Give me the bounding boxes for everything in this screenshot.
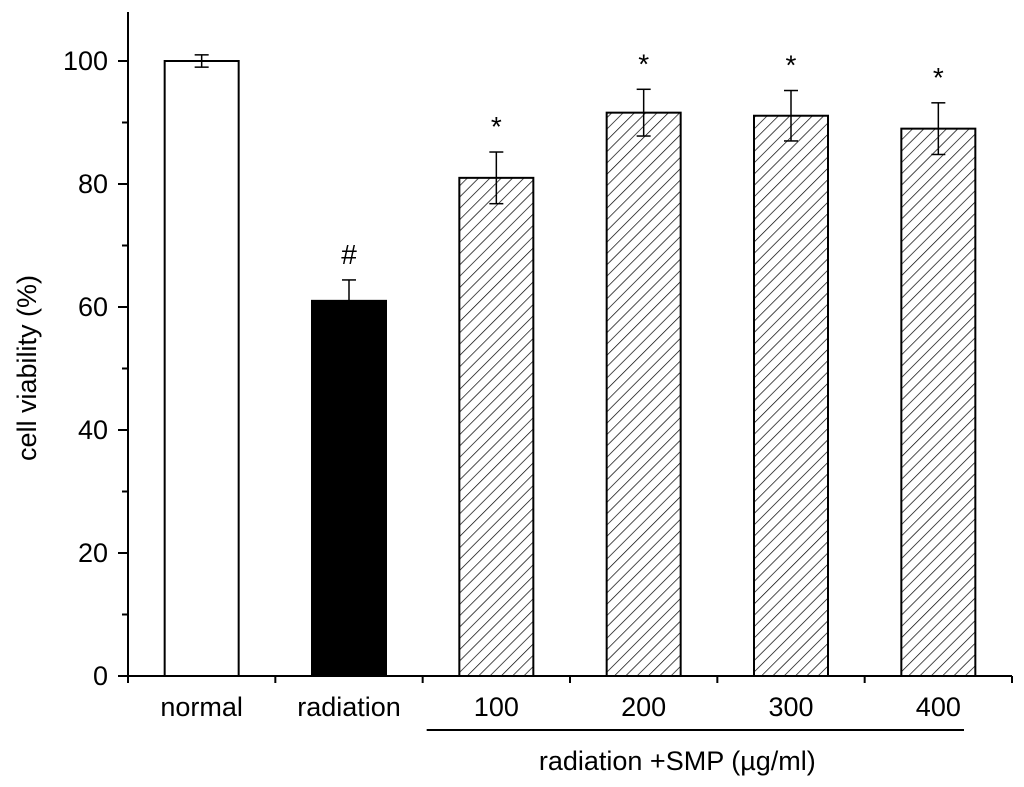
significance-marker-400: * xyxy=(933,62,944,93)
ticks: 0 20 40 60 80 100 normal radiation 100 200 300 400 xyxy=(63,46,1013,722)
y-tick-label: 60 xyxy=(78,292,108,322)
group-label: radiation +SMP (µg/ml) xyxy=(539,746,816,776)
y-tick-label: 80 xyxy=(78,169,108,199)
x-tick-label-radiation: radiation xyxy=(297,692,401,722)
y-tick-label: 40 xyxy=(78,415,108,445)
error-bar-200 xyxy=(636,88,651,137)
significance-marker-200: * xyxy=(638,48,649,79)
bar-400 xyxy=(900,127,977,677)
x-tick-label-400: 400 xyxy=(916,692,961,722)
significance-marker-100: * xyxy=(491,111,502,142)
y-tick-label: 0 xyxy=(93,661,108,691)
error-bar-300 xyxy=(784,89,798,142)
error-bar-radiation xyxy=(342,279,356,323)
bars: # * * * * xyxy=(163,48,977,678)
error-bar-normal xyxy=(194,54,209,68)
bar-300 xyxy=(753,114,829,678)
x-tick-label-normal: normal xyxy=(160,692,243,722)
x-tick-label-300: 300 xyxy=(768,692,813,722)
y-tick-label: 100 xyxy=(63,46,108,76)
error-bar-400 xyxy=(931,102,946,156)
significance-marker-radiation: # xyxy=(341,239,357,270)
y-axis-label: cell viability (%) xyxy=(12,275,42,461)
x-tick-label-200: 200 xyxy=(621,692,666,722)
x-tick-label-100: 100 xyxy=(474,692,519,722)
bar-200 xyxy=(605,111,682,678)
axes xyxy=(127,12,1012,677)
bar-normal xyxy=(163,60,240,677)
error-bar-100 xyxy=(489,151,504,205)
bar-radiation xyxy=(311,299,387,677)
y-tick-label: 20 xyxy=(78,538,108,568)
bar-100 xyxy=(458,176,535,677)
significance-marker-300: * xyxy=(786,50,797,81)
